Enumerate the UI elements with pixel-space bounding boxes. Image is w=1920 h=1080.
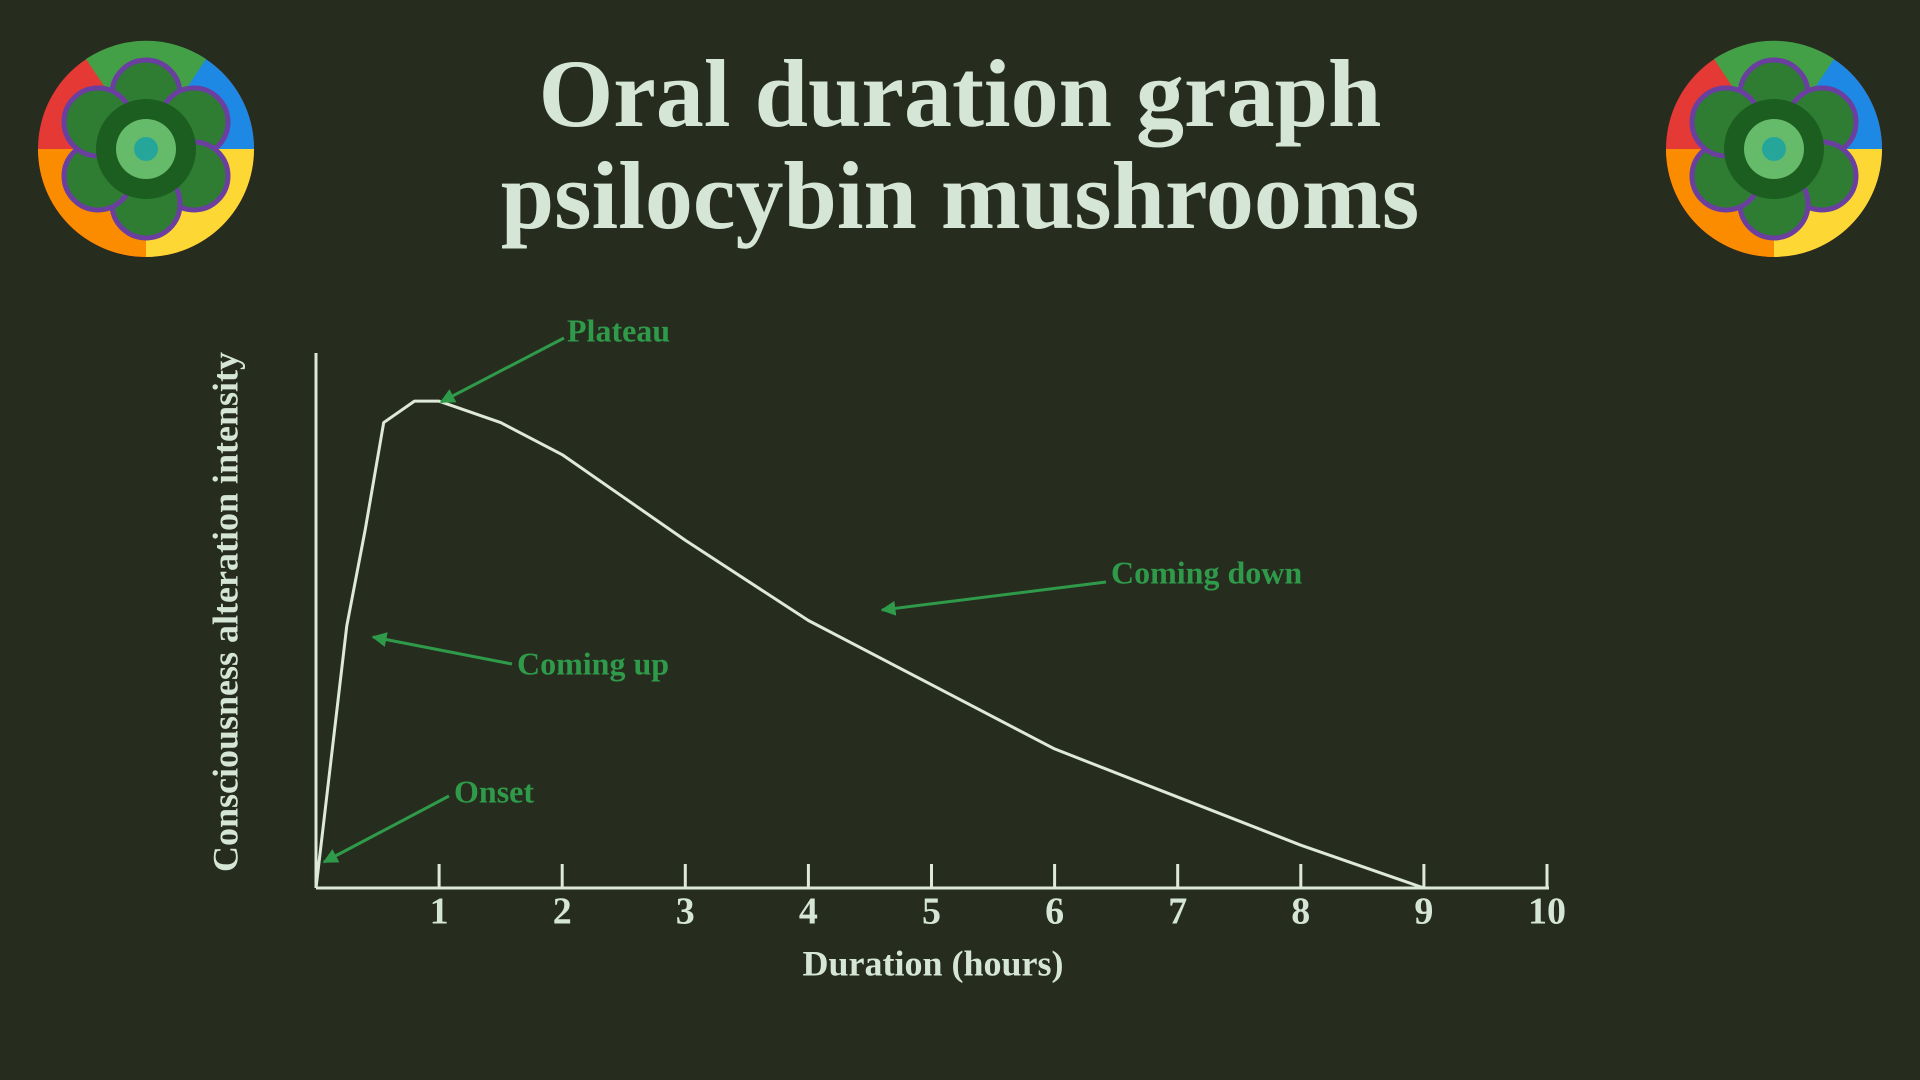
decor-icon bbox=[38, 41, 254, 257]
y-axis-label: Consciousness alteration intensity bbox=[205, 352, 245, 872]
x-tick-label: 3 bbox=[676, 891, 695, 933]
x-tick-label: 6 bbox=[1045, 891, 1064, 933]
x-tick-label: 4 bbox=[799, 891, 818, 933]
annotation-arrow bbox=[322, 794, 450, 864]
annotation: Plateau bbox=[567, 312, 670, 348]
x-tick-label: 1 bbox=[430, 891, 449, 933]
x-tick-label: 2 bbox=[553, 891, 572, 933]
decor-icon bbox=[1666, 41, 1882, 257]
x-tick-label: 5 bbox=[922, 891, 941, 933]
chart-title: psilocybin mushrooms bbox=[501, 142, 1419, 249]
x-axis-label: Duration (hours) bbox=[802, 943, 1063, 983]
x-tick-label: 8 bbox=[1291, 891, 1310, 933]
annotation-arrow bbox=[371, 632, 513, 666]
annotation: Onset bbox=[454, 773, 534, 809]
annotation-arrow bbox=[439, 336, 565, 404]
annotation: Coming up bbox=[517, 645, 669, 681]
x-tick-label: 9 bbox=[1414, 891, 1433, 933]
annotation-arrow bbox=[880, 580, 1107, 616]
data-line bbox=[314, 399, 1425, 890]
chart-title: Oral duration graph bbox=[539, 40, 1382, 147]
x-tick-label: 7 bbox=[1168, 891, 1187, 933]
x-tick-label: 10 bbox=[1528, 891, 1566, 933]
annotation: Coming down bbox=[1111, 554, 1302, 590]
